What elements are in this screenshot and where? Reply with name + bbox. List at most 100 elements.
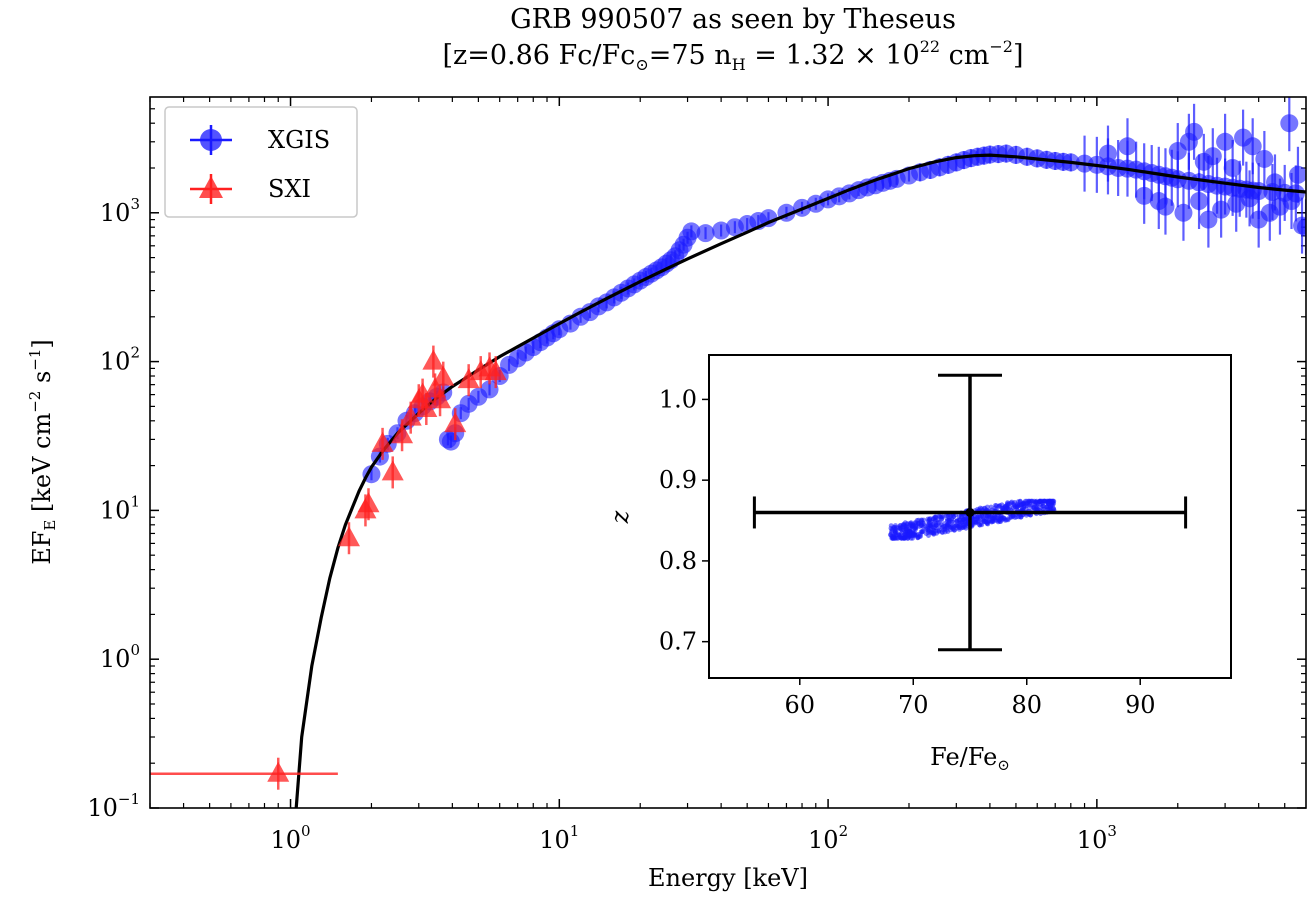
- subtitle-part-3: = 1.32 × 10: [746, 40, 920, 71]
- inset-sample-point: [1026, 503, 1032, 508]
- y-axis-label-cm-exp: −2: [26, 391, 44, 413]
- inset-sample-point: [939, 522, 944, 528]
- legend-box: [164, 106, 358, 218]
- xgis-point: [1212, 200, 1231, 219]
- sxi-point: [484, 360, 507, 381]
- inset-sample-point: [895, 535, 901, 541]
- subtitle-part-4: cm: [940, 40, 989, 71]
- inset-sample-point: [1009, 499, 1015, 505]
- sxi-point: [391, 423, 414, 444]
- inset-best-fit-point: [965, 507, 975, 517]
- inset-x-axis-label: Fe/Fe⊙: [930, 743, 1010, 774]
- xgis-point: [1190, 192, 1209, 211]
- inset-x-tick-label: 80: [1011, 691, 1042, 719]
- inset-sample-point: [926, 533, 931, 538]
- y-tick-label: 102: [100, 344, 140, 376]
- sxi-point: [337, 526, 360, 547]
- xgis-point: [1135, 186, 1154, 205]
- inset-x-label-fe: Fe/Fe: [930, 743, 997, 771]
- main-plot-frame: [149, 96, 1307, 809]
- xgis-point: [480, 380, 499, 399]
- inset-y-tick-label: 0.9: [659, 466, 697, 494]
- y-axis-label-close: ]: [28, 339, 56, 348]
- inset-x-label-sun: ⊙: [997, 756, 1010, 774]
- inset-sample-point: [1051, 498, 1057, 504]
- xgis-point: [1280, 114, 1299, 133]
- legend-sxi-marker: [190, 174, 232, 204]
- sxi-point: [357, 492, 380, 513]
- inset-sample-point: [918, 531, 923, 537]
- xgis-point: [1216, 132, 1235, 151]
- y-tick-exponent: 0: [130, 641, 140, 659]
- inset-x-tick-label: 70: [898, 691, 929, 719]
- xgis-point: [1199, 210, 1218, 229]
- xgis-point: [712, 221, 731, 240]
- xgis-point: [1243, 137, 1262, 156]
- inset-frame: [708, 354, 1232, 679]
- sxi-point: [432, 365, 455, 386]
- xgis-point: [1240, 189, 1259, 208]
- y-tick-exponent: −1: [118, 790, 140, 808]
- inset-sample-point: [1005, 500, 1010, 506]
- sxi-point: [399, 405, 422, 426]
- y-tick-base: 10: [100, 496, 131, 524]
- subtitle-h-subscript: H: [732, 55, 746, 74]
- y-tick-base: 10: [100, 645, 131, 673]
- xgis-point: [696, 224, 715, 243]
- inset-sample-point: [1014, 504, 1020, 509]
- xgis-point: [1156, 197, 1175, 216]
- legend-xgis-marker: [190, 125, 232, 155]
- inset-sample-point: [984, 521, 990, 526]
- y-tick-exponent: 2: [130, 344, 140, 362]
- inset-sample-point: [944, 522, 950, 528]
- inset-x-tick-label: 60: [785, 691, 816, 719]
- sxi-point: [429, 388, 452, 409]
- inset-y-tick-label: 0.7: [659, 628, 697, 656]
- x-tick-exponent: 0: [301, 822, 311, 840]
- legend: XGIS SXI: [164, 106, 358, 218]
- y-axis-label-s-exp: −1: [26, 349, 44, 371]
- xgis-point: [1255, 149, 1274, 168]
- inset-sample-point: [933, 522, 939, 528]
- legend-xgis-label: XGIS: [268, 126, 330, 154]
- inset-sample-point: [1041, 503, 1046, 509]
- inset-sample-point: [956, 525, 962, 530]
- inset-sample-point: [919, 518, 924, 523]
- subtitle-exponent: 22: [920, 37, 940, 56]
- inset-sample-point: [992, 516, 997, 521]
- sxi-point: [411, 382, 434, 403]
- x-tick-exponent: 2: [839, 822, 849, 840]
- inset-sample-point: [962, 517, 967, 523]
- sxi-point: [371, 431, 394, 452]
- x-tick-base: 10: [270, 826, 301, 854]
- y-axis-label-units: [keV cm: [28, 413, 56, 520]
- x-tick-label: 102: [808, 822, 848, 854]
- inset-sample-point: [902, 535, 908, 541]
- inset-sample-point: [997, 517, 1003, 523]
- inset-sample-point: [1005, 516, 1011, 521]
- xgis-point: [1098, 144, 1117, 163]
- chart-title: GRB 990507 as seen by Theseus: [510, 4, 956, 35]
- sxi-point: [415, 397, 438, 418]
- inset-sample-point: [977, 522, 983, 528]
- inset-sample-point: [930, 530, 935, 536]
- inset-sample-point: [950, 524, 955, 529]
- inset-data-layer: [752, 373, 1188, 652]
- inset-sample-point: [893, 526, 898, 532]
- chart-subtitle: [z=0.86 Fc/Fc⊙=75 nH = 1.32 × 1022 cm−2]: [442, 37, 1023, 74]
- inset-sample-point: [957, 519, 963, 524]
- y-tick-label: 10−1: [87, 790, 140, 822]
- inset-sample-point: [892, 531, 898, 537]
- sxi-point: [422, 349, 445, 370]
- model-curve: [294, 153, 1306, 808]
- inset-sample-point: [911, 532, 917, 538]
- inset-sample-point: [1023, 498, 1028, 504]
- y-tick-base: 10: [87, 794, 118, 822]
- inset-sample-point: [909, 524, 915, 529]
- inset-sample-point: [940, 514, 946, 519]
- xgis-point: [1174, 203, 1193, 222]
- y-tick-base: 10: [100, 199, 131, 227]
- inset-sample-point: [1002, 504, 1008, 510]
